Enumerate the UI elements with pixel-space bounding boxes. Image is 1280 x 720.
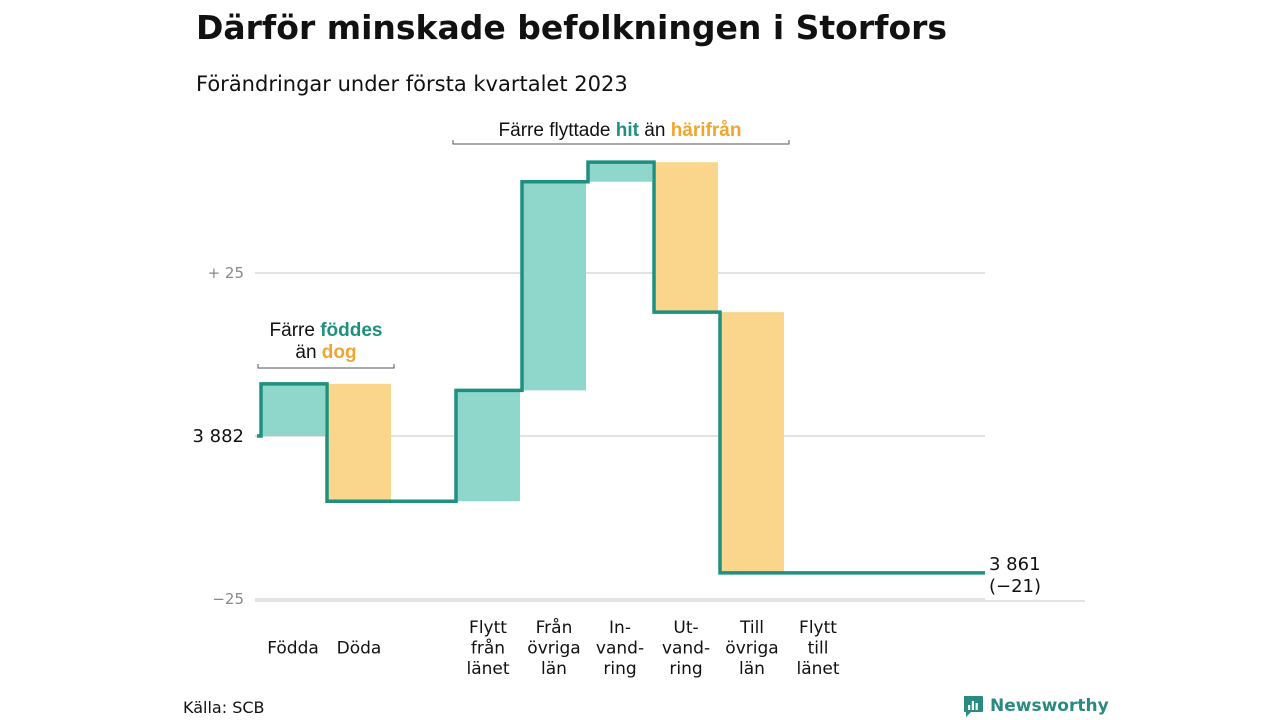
running-total-line xyxy=(257,160,985,575)
bar-7 xyxy=(720,312,784,573)
annotation-segment: än xyxy=(295,342,321,363)
category-label: Flytt xyxy=(469,618,507,638)
category-label: Flytt xyxy=(799,618,837,638)
annotation-segment: härifrån xyxy=(671,120,742,141)
category-label: ring xyxy=(603,659,636,679)
chart-subtitle: Förändringar under första kvartalet 2023 xyxy=(196,72,628,96)
annotation-bracket xyxy=(257,364,395,369)
end-change-label: (−21) xyxy=(989,576,1041,597)
bar-2 xyxy=(327,383,391,502)
category-label: Till xyxy=(739,618,764,638)
annotation-segment: Färre xyxy=(270,320,321,341)
annotation-segment: hit xyxy=(616,120,640,141)
annotation-line: Färre föddes xyxy=(270,320,383,341)
step-line xyxy=(257,160,985,575)
source-note: Källa: SCB xyxy=(183,698,265,717)
annotation-segment: dog xyxy=(322,342,357,363)
category-label: till xyxy=(808,639,829,659)
annotation-segment: än xyxy=(639,120,671,141)
annotation-line: Färre flyttade hit än härifrån xyxy=(499,120,742,141)
bar-1 xyxy=(261,383,325,436)
category-label: Ut- xyxy=(673,618,698,638)
chart-title: Därför minskade befolkningen i Storfors xyxy=(196,8,948,47)
category-label: övriga xyxy=(725,639,778,659)
annotation-line: än dog xyxy=(295,342,356,363)
annotation-bracket xyxy=(452,140,790,145)
annotation-segment: föddes xyxy=(320,320,382,341)
y-tick-label: −25 xyxy=(212,590,244,608)
brand-name: Newsworthy xyxy=(990,696,1109,716)
category-label: från xyxy=(471,638,505,659)
category-label: länet xyxy=(466,659,509,679)
annotation-segment: Färre flyttade xyxy=(499,120,616,141)
newsworthy-logo-icon xyxy=(964,696,983,717)
category-label: län xyxy=(541,659,567,679)
bar-6 xyxy=(654,162,718,313)
bar-4 xyxy=(522,181,586,391)
category-label: vand- xyxy=(662,639,710,659)
category-label: Döda xyxy=(337,639,382,659)
category-label: övriga xyxy=(527,639,580,659)
brand-logo: Newsworthy xyxy=(962,694,1109,718)
category-label: länet xyxy=(796,659,839,679)
category-label: län xyxy=(739,659,765,679)
bars xyxy=(261,162,784,573)
category-label: Från xyxy=(536,617,573,638)
category-label: Födda xyxy=(267,639,319,659)
end-value-label: 3 861 xyxy=(989,554,1041,575)
category-label: ring xyxy=(669,659,702,679)
start-value-label: 3 882 xyxy=(192,426,244,447)
bar-5 xyxy=(588,162,652,182)
category-label: In- xyxy=(609,618,631,638)
y-tick-label: + 25 xyxy=(208,264,244,282)
gridlines xyxy=(255,272,1085,602)
category-label: vand- xyxy=(596,639,644,659)
bar-3 xyxy=(456,390,520,502)
